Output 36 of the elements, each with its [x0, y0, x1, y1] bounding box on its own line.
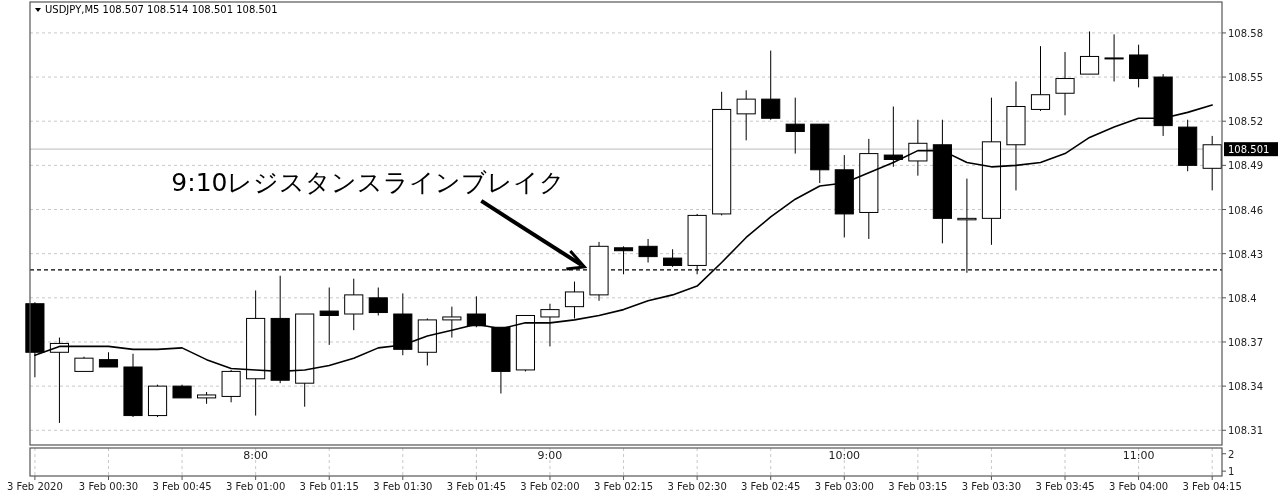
y-tick-label: 108.43 [1228, 248, 1263, 260]
y-tick-label: 108.37 [1228, 336, 1263, 348]
x-tick-label: 3 Feb 01:15 [299, 481, 359, 492]
x-tick-label: 3 Feb 01:00 [226, 481, 286, 492]
x-tick-label: 3 Feb 02:00 [520, 481, 580, 492]
x-tick-label: 3 Feb 01:30 [373, 481, 433, 492]
x-tick-label: 3 Feb 01:45 [446, 481, 507, 492]
x-tick-label: 3 Feb 03:45 [1035, 481, 1095, 492]
y-tick-label: 108.46 [1228, 204, 1263, 216]
y-tick-label: 108.4 [1228, 292, 1257, 304]
x-tick-label: 3 Feb 2020 [6, 481, 63, 492]
x-tick-label: 3 Feb 00:45 [152, 481, 212, 492]
y-tick-label: 108.55 [1228, 72, 1263, 84]
y-tick-label: 108.58 [1228, 27, 1263, 39]
y-tick-label: 108.34 [1228, 381, 1263, 393]
x-tick-label: 3 Feb 02:15 [593, 481, 654, 492]
chart-title: USDJPY,M5 108.507 108.514 108.501 108.501 [45, 4, 278, 15]
y-tick-label: 1 [1228, 466, 1235, 478]
y-tick-label: 108.49 [1228, 160, 1263, 172]
x-tick-label: 3 Feb 03:30 [961, 481, 1022, 492]
x-tick-label: 3 Feb 03:15 [888, 481, 948, 492]
ref-line-label: 108.501 [1228, 144, 1270, 156]
x-tick-label: 3 Feb 03:00 [814, 481, 874, 492]
y-tick-label: 2 [1228, 448, 1235, 460]
y-tick-label: 108.52 [1228, 116, 1263, 128]
x2-tick-label: 8:00 [243, 449, 268, 462]
y-tick-label: 108.31 [1228, 425, 1263, 437]
x-tick-label: 3 Feb 02:30 [667, 481, 727, 492]
x-tick-label: 3 Feb 04:00 [1108, 481, 1169, 492]
x2-tick-label: 11:00 [1122, 449, 1155, 462]
x-tick-label: 3 Feb 04:15 [1182, 481, 1242, 492]
x-tick-label: 3 Feb 02:45 [741, 481, 801, 492]
annotation: 9:10レジスタンスラインブレイク [171, 167, 566, 197]
x2-tick-label: 9:00 [537, 449, 563, 462]
x-tick-label: 3 Feb 00:30 [78, 481, 139, 492]
x2-tick-label: 10:00 [828, 449, 861, 462]
